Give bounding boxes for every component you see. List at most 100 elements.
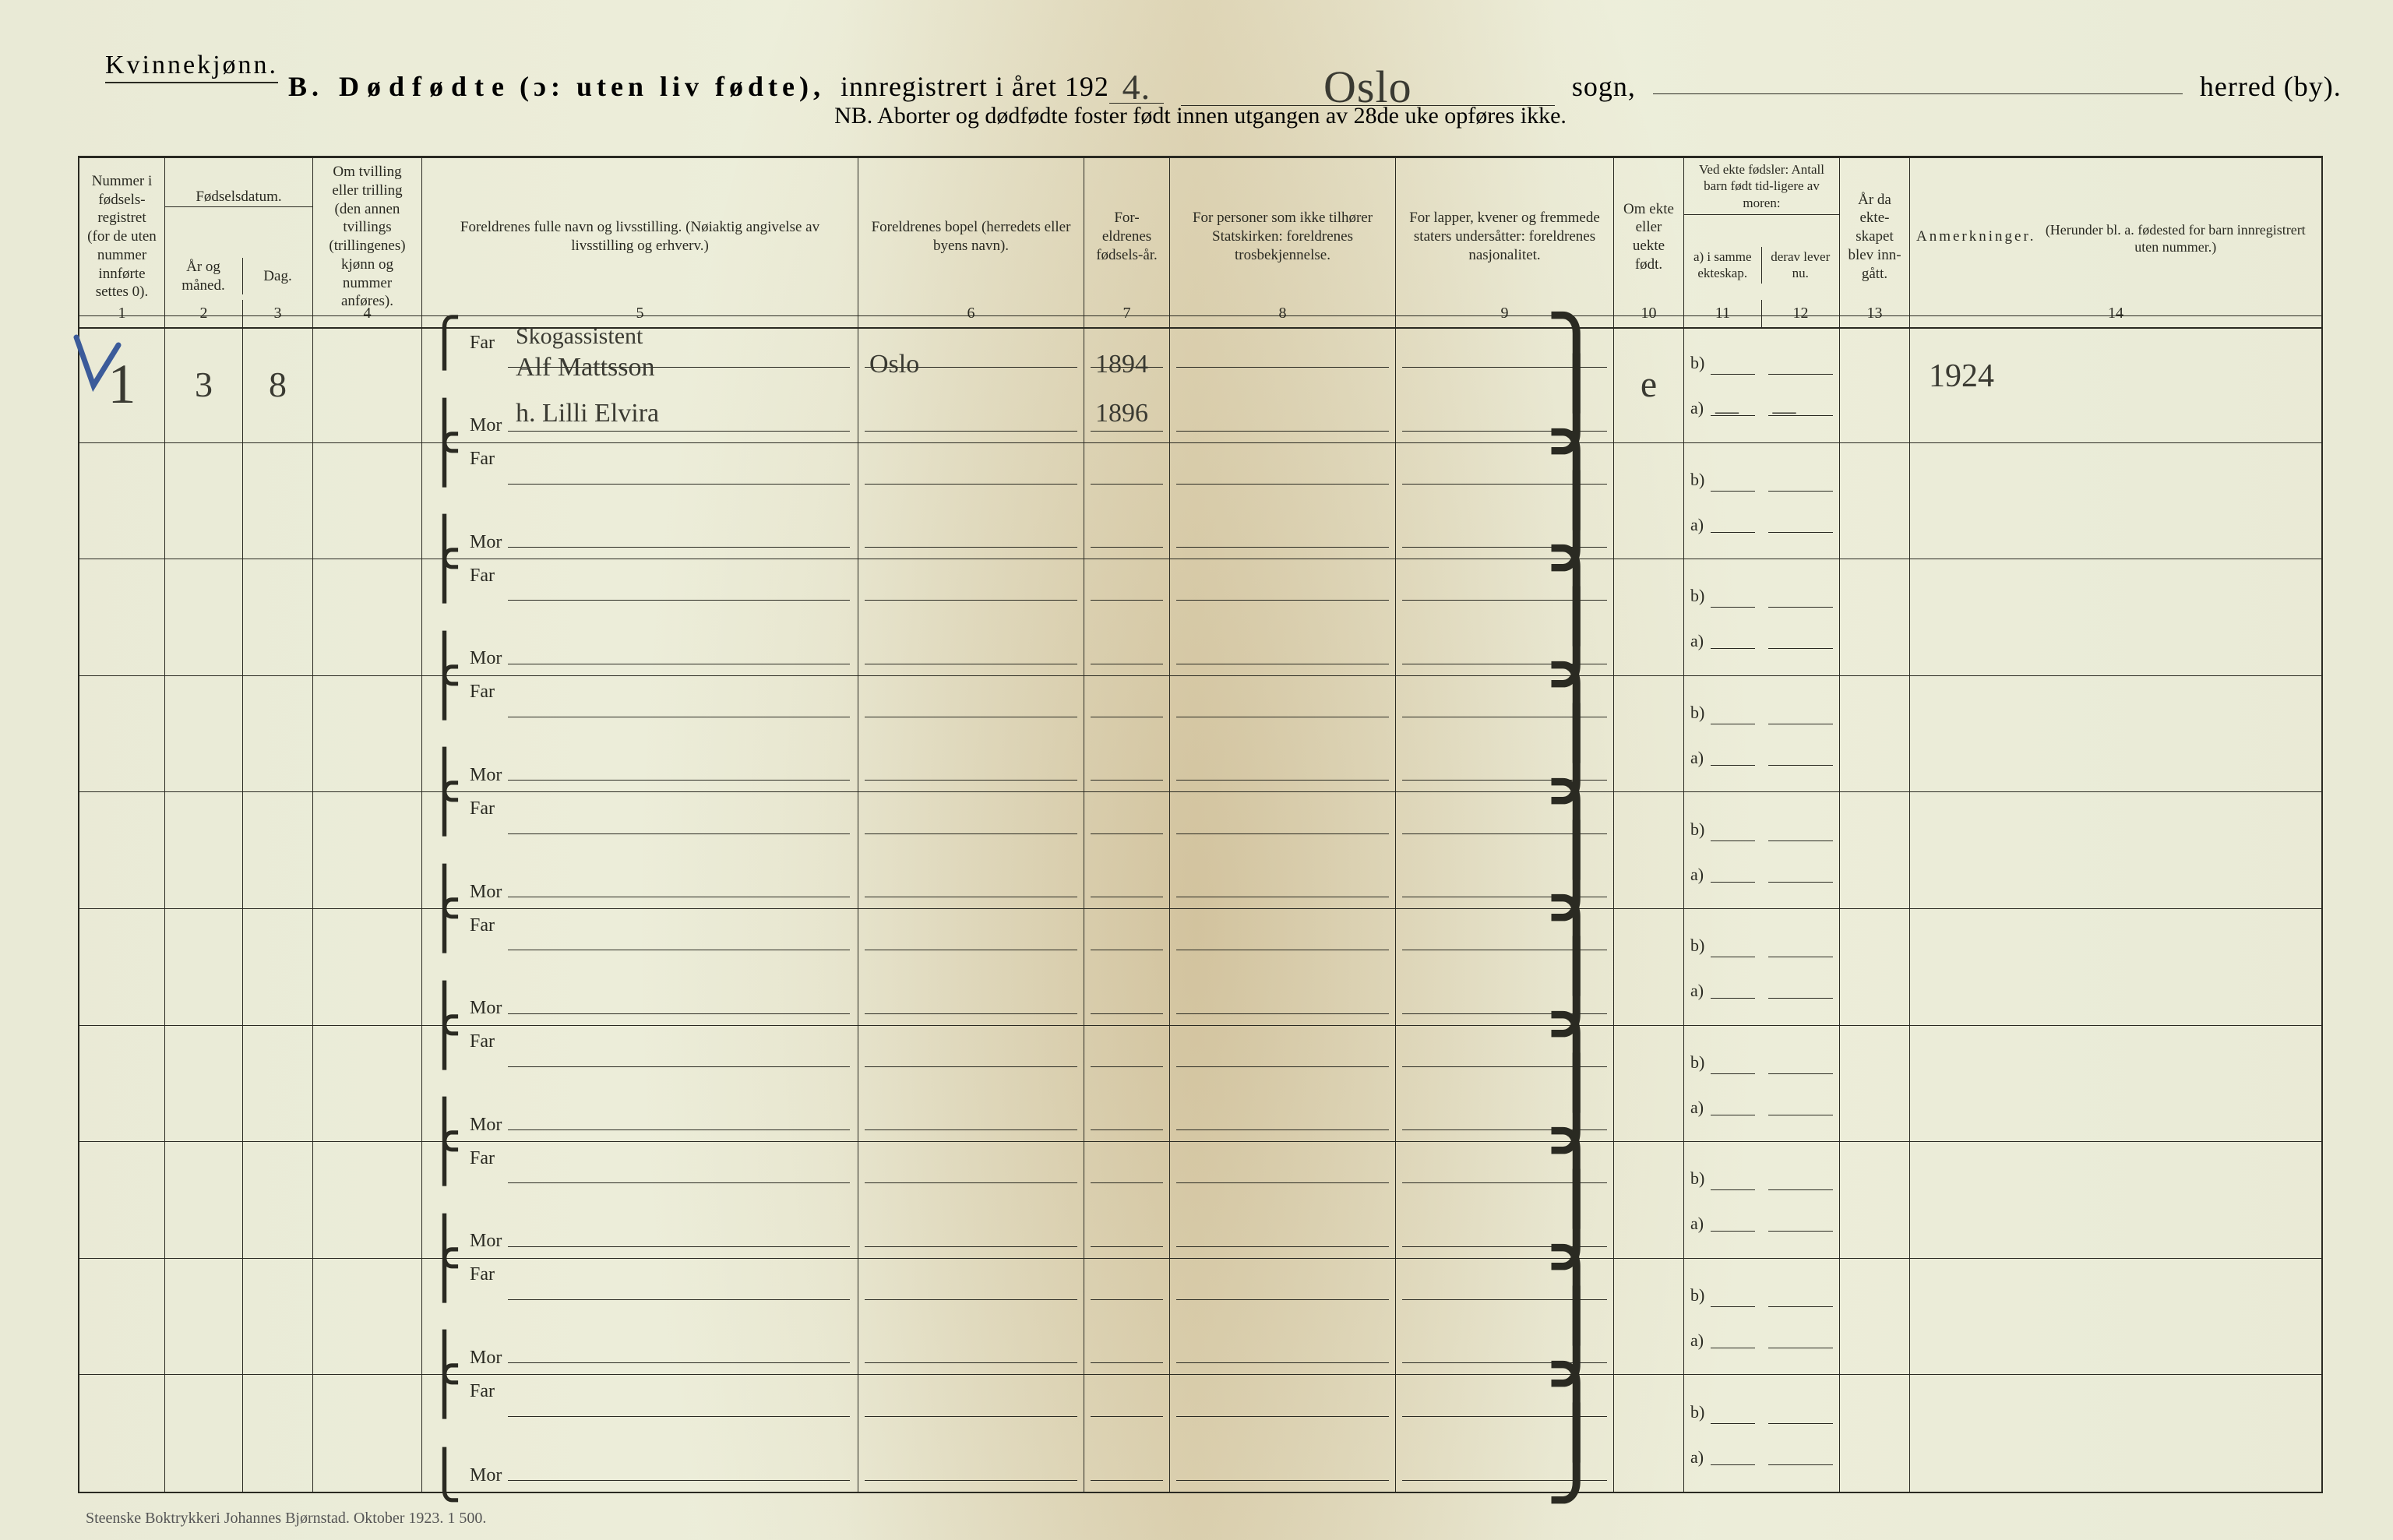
far-label: Far bbox=[470, 449, 507, 470]
cell-residence bbox=[858, 1142, 1084, 1258]
cell-religion bbox=[1170, 443, 1396, 559]
title-tail: innregistrert i året 192 bbox=[841, 71, 1109, 102]
cell-prior-children: a) b) bbox=[1684, 1259, 1840, 1375]
closing-brace-icon: ⎫⎭ bbox=[1545, 1390, 1609, 1476]
herred-label: herred (by). bbox=[2200, 71, 2342, 102]
cell-nationality: ⎫⎭ bbox=[1396, 443, 1614, 559]
cell-nationality: ⎫⎭ bbox=[1396, 326, 1614, 442]
cell-number bbox=[79, 559, 165, 675]
cell-residence bbox=[858, 443, 1084, 559]
col-5-header: Foreldrenes fulle navn og livsstilling. … bbox=[422, 158, 858, 316]
cell-parents: ⎧Far ⎩Mor bbox=[422, 676, 858, 792]
cell-prior-children: a) b) bbox=[1684, 1375, 1840, 1492]
cell-residence bbox=[858, 676, 1084, 792]
cell-birthyears bbox=[1084, 559, 1170, 675]
cell-number bbox=[79, 1142, 165, 1258]
cell-birthyears bbox=[1084, 1142, 1170, 1258]
closing-brace-icon: ⎫⎭ bbox=[1545, 808, 1609, 893]
table-row: ⎧Far ⎩Mor ⎫⎭ a) b) bbox=[79, 1026, 2321, 1143]
cell-month bbox=[165, 1259, 243, 1375]
cell-parents: ⎧Far ⎩Mor bbox=[422, 559, 858, 675]
cell-day bbox=[243, 909, 313, 1025]
cell-religion bbox=[1170, 676, 1396, 792]
colnum-12: 12 bbox=[1762, 300, 1840, 329]
ledger-sheet: Kvinnekjønn. B. Dødfødte (ɔ: uten liv fø… bbox=[78, 31, 2323, 1493]
cell-twin bbox=[313, 909, 422, 1025]
cell-residence bbox=[858, 1375, 1084, 1492]
far-birth: 1894 bbox=[1095, 350, 1148, 379]
cell-day bbox=[243, 792, 313, 908]
cell-birthyears bbox=[1084, 1375, 1170, 1492]
cell-religion bbox=[1170, 1142, 1396, 1258]
col-11-top: Ved ekte fødsler: Antall barn født tid-l… bbox=[1684, 158, 1839, 215]
col-14-top: Anmerkninger. bbox=[1916, 227, 2036, 246]
cell-remarks bbox=[1910, 792, 2321, 908]
col-4-header: Om tvilling eller trilling (den annen tv… bbox=[313, 158, 422, 316]
colnum-11: 11 bbox=[1684, 300, 1762, 329]
cell-nationality: ⎫⎭ bbox=[1396, 676, 1614, 792]
table-row: ⎧Far ⎩Mor ⎫⎭ a) b) bbox=[79, 559, 2321, 676]
col-2-header: År og måned. bbox=[165, 258, 243, 295]
colnum-8: 8 bbox=[1170, 300, 1396, 329]
colnum-10: 10 bbox=[1614, 300, 1684, 329]
cell-parents: ⎧Far ⎩Mor bbox=[422, 792, 858, 908]
far-label: Far bbox=[470, 1264, 507, 1285]
cell-month bbox=[165, 676, 243, 792]
cell-prior-children: a) b) bbox=[1684, 559, 1840, 675]
cell-month: 3 bbox=[165, 326, 243, 442]
cell-marriage-year bbox=[1840, 1259, 1910, 1375]
col-2-3-header: Fødselsdatum. År og måned. Dag. bbox=[165, 158, 313, 316]
table-row: ⎧Far ⎩Mor ⎫⎭ a) b) bbox=[79, 676, 2321, 793]
closing-brace-icon: ⎫⎭ bbox=[1545, 458, 1609, 544]
cell-parents: ⎧Far ⎩Mor bbox=[422, 1142, 858, 1258]
cell-number bbox=[79, 792, 165, 908]
closing-brace-icon: ⎫⎭ bbox=[1545, 574, 1609, 660]
cell-twin bbox=[313, 559, 422, 675]
cell-religion bbox=[1170, 326, 1396, 442]
cell-parents: ⎧Far ⎩Mor bbox=[422, 1375, 858, 1492]
cell-marriage-year bbox=[1840, 1375, 1910, 1492]
col-8-header: For personer som ikke tilhører Statskirk… bbox=[1170, 158, 1396, 316]
cell-birthyears bbox=[1084, 676, 1170, 792]
cell-day bbox=[243, 676, 313, 792]
col-9-header: For lapper, kvener og fremmede staters u… bbox=[1396, 158, 1614, 316]
cell-parents: ⎧Far ⎩Mor bbox=[422, 443, 858, 559]
cell-number: 1 bbox=[79, 326, 165, 442]
cell-remarks bbox=[1910, 676, 2321, 792]
cell-day bbox=[243, 443, 313, 559]
cell-remarks bbox=[1910, 443, 2321, 559]
parish-blank: Oslo bbox=[1181, 53, 1555, 106]
closing-brace-icon: ⎫⎭ bbox=[1545, 691, 1609, 777]
cell-prior-children: a) b) bbox=[1684, 676, 1840, 792]
cell-nationality: ⎫⎭ bbox=[1396, 1026, 1614, 1142]
mor-label: Mor bbox=[470, 998, 507, 1019]
cell-marriage-year bbox=[1840, 1142, 1910, 1258]
cell-legitimacy bbox=[1614, 443, 1684, 559]
cell-twin bbox=[313, 443, 422, 559]
cell-day bbox=[243, 1142, 313, 1258]
cell-month bbox=[165, 1142, 243, 1258]
cell-number bbox=[79, 1026, 165, 1142]
cell-day bbox=[243, 1026, 313, 1142]
col-12a: derav lever nu. bbox=[1765, 248, 1837, 282]
district-blank bbox=[1653, 93, 2183, 94]
cell-marriage-year bbox=[1840, 326, 1910, 442]
mor-label: Mor bbox=[470, 1348, 507, 1369]
cell-religion bbox=[1170, 1259, 1396, 1375]
table-row: ⎧Far ⎩Mor ⎫⎭ a) b) bbox=[79, 792, 2321, 909]
cell-prior-children: a) — b) — bbox=[1684, 326, 1840, 442]
closing-brace-icon: ⎫⎭ bbox=[1545, 1274, 1609, 1359]
far-label: Far bbox=[470, 1381, 507, 1402]
col-1-header: Nummer i fødsels-registret (for de uten … bbox=[79, 158, 165, 316]
cell-residence bbox=[858, 792, 1084, 908]
ledger-body: 1 3 8 Skogassistent ⎧Far Alf Mattsson ⎩M… bbox=[79, 326, 2321, 1492]
cell-day: 8 bbox=[243, 326, 313, 442]
col-6-header: Foreldrenes bopel (herredets eller byens… bbox=[858, 158, 1084, 316]
ledger-grid: Nummer i fødsels-registret (for de uten … bbox=[78, 156, 2323, 1493]
mor-label: Mor bbox=[470, 1231, 507, 1252]
cell-number bbox=[79, 909, 165, 1025]
cell-number bbox=[79, 1375, 165, 1492]
c12a-mark: — bbox=[1773, 398, 1796, 425]
cell-twin bbox=[313, 1142, 422, 1258]
cell-remarks bbox=[1910, 1375, 2321, 1492]
